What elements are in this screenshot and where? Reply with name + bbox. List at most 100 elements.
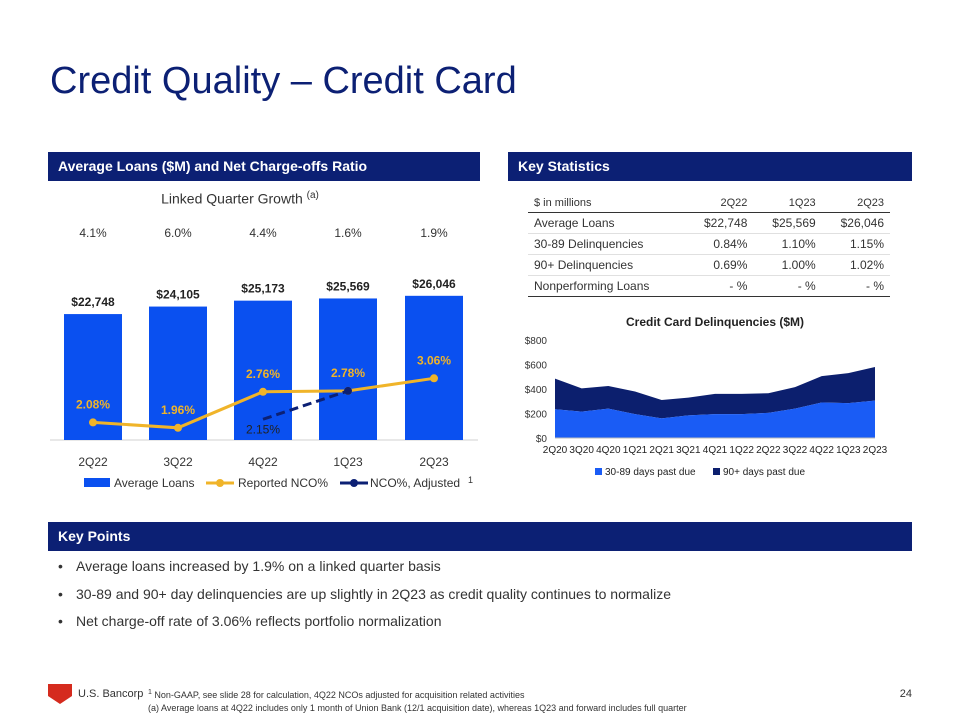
table-row: 30-89 Delinquencies 0.84% 1.10% 1.15% — [528, 233, 890, 255]
key-stats-table: $ in millions 2Q22 1Q23 2Q23 Average Loans $… — [528, 194, 890, 297]
x-tick-label: 4Q20 — [596, 445, 621, 456]
left-section-header: Average Loans ($M) and Net Charge-offs R… — [48, 152, 480, 181]
loans-nco-chart: $22,748 2Q22 $24,105 3Q22 $25,173 4Q22 $25,569… — [50, 277, 478, 490]
stats-column-header: $ in millions — [528, 194, 686, 213]
table-row: 90+ Delinquencies 0.69% 1.00% 1.02% — [528, 254, 890, 276]
x-tick-label: 1Q22 — [729, 445, 754, 456]
key-stats-header-row: $ in millions 2Q22 1Q23 2Q23 — [528, 194, 890, 213]
y-tick-label: $600 — [525, 361, 548, 372]
key-point-text: 30-89 and 90+ day delinquencies are up s… — [76, 586, 671, 602]
reported-nco-label: 2.08% — [76, 397, 110, 411]
table-cell: $25,569 — [753, 212, 822, 234]
stats-column-header: 2Q22 — [685, 194, 754, 213]
reported-nco-point — [430, 374, 438, 383]
loans-bar-label: $25,569 — [326, 279, 370, 293]
delinquency-chart-title: Credit Card Delinquencies ($M) — [626, 315, 804, 329]
footnotes: 1 Non-GAAP, see slide 28 for calculation… — [148, 686, 687, 715]
area-30-89 — [555, 400, 875, 438]
loans-bar-label: $26,046 — [412, 277, 456, 291]
table-row: Average Loans $22,748 $25,569 $26,046 — [528, 212, 890, 234]
x-tick-label: 1Q21 — [623, 445, 648, 456]
key-point-1: • Average loans increased by 1.9% on a li… — [58, 558, 441, 574]
stats-column-header: 1Q23 — [753, 194, 822, 213]
x-tick-label: 2Q23 — [419, 455, 449, 469]
table-cell: - % — [685, 275, 754, 297]
x-tick-label: 3Q22 — [163, 455, 193, 469]
legend-label-90-plus: 90+ days past due — [723, 467, 805, 478]
table-cell: 30-89 Delinquencies — [528, 233, 686, 255]
legend-label-adjusted: NCO%, Adjusted — [370, 476, 460, 490]
area-90-plus — [555, 366, 875, 419]
legend-label-30-89: 30-89 days past due — [605, 467, 696, 478]
table-cell: 1.02% — [821, 254, 890, 276]
table-row: Nonperforming Loans - % - % - % — [528, 275, 890, 297]
legend-swatch-90-plus — [713, 468, 720, 475]
table-cell: Nonperforming Loans — [528, 275, 686, 297]
growth-value: 4.1% — [79, 226, 107, 240]
loans-bar-label: $25,173 — [241, 282, 285, 296]
table-cell: $22,748 — [685, 212, 754, 234]
reported-nco-point — [89, 418, 97, 427]
table-cell: 1.10% — [753, 233, 822, 255]
x-tick-label: 2Q21 — [649, 445, 674, 456]
x-tick-label: 3Q20 — [569, 445, 594, 456]
growth-value: 1.9% — [420, 226, 448, 240]
reported-nco-label: 2.76% — [246, 367, 280, 381]
x-tick-label: 3Q21 — [676, 445, 701, 456]
footnote-text: Non-GAAP, see slide 28 for calculation, … — [154, 690, 525, 700]
y-tick-label: $400 — [525, 385, 548, 396]
x-tick-label: 2Q23 — [863, 445, 888, 456]
loans-bar — [149, 306, 207, 440]
table-cell: - % — [753, 275, 822, 297]
page-number: 24 — [899, 688, 912, 700]
key-point-text: Average loans increased by 1.9% on a lin… — [76, 558, 441, 574]
footnote-1: 1 Non-GAAP, see slide 28 for calculation… — [148, 686, 687, 702]
legend-marker-adjusted — [350, 479, 358, 487]
growth-value: 6.0% — [164, 226, 192, 240]
table-cell: 1.15% — [821, 233, 890, 255]
legend-label-nco: Reported NCO% — [238, 476, 328, 490]
table-cell: - % — [821, 275, 890, 297]
shield-icon — [48, 684, 72, 704]
table-cell: 0.84% — [685, 233, 754, 255]
adjusted-nco-point — [344, 386, 352, 395]
brand-logo: U.S. Bancorp — [48, 684, 143, 704]
x-tick-label: 1Q23 — [333, 455, 363, 469]
table-cell: Average Loans — [528, 212, 686, 234]
table-cell: $26,046 — [821, 212, 890, 234]
brand-name: U.S. Bancorp — [78, 688, 144, 700]
x-tick-label: 2Q22 — [756, 445, 781, 456]
key-points-header: Key Points — [48, 522, 912, 551]
legend-marker-nco — [216, 479, 224, 487]
x-tick-label: 4Q21 — [703, 445, 728, 456]
x-tick-label: 1Q23 — [836, 445, 861, 456]
loans-bar — [405, 295, 463, 440]
stats-column-header: 2Q23 — [821, 194, 890, 213]
table-cell: 1.00% — [753, 254, 822, 276]
legend-swatch-loans — [84, 478, 110, 487]
x-tick-label: 4Q22 — [248, 455, 278, 469]
table-cell: 90+ Delinquencies — [528, 254, 686, 276]
reported-nco-label: 2.78% — [331, 366, 365, 380]
x-tick-label: 2Q22 — [78, 455, 108, 469]
reported-nco-label: 1.96% — [161, 403, 195, 417]
growth-value: 4.4% — [249, 226, 277, 240]
reported-nco-label: 3.06% — [417, 353, 451, 367]
x-tick-label: 4Q22 — [809, 445, 834, 456]
footnote-sup: 1 — [148, 689, 152, 696]
delinquency-chart: Credit Card Delinquencies ($M) $0 $200 $400… — [525, 315, 888, 478]
x-tick-label: 2Q20 — [543, 445, 568, 456]
key-point-2: • 30-89 and 90+ day delinquencies are up … — [58, 586, 671, 602]
loans-bar-label: $22,748 — [71, 295, 115, 309]
x-tick-label: 3Q22 — [783, 445, 808, 456]
linked-quarter-sup: (a) — [306, 190, 319, 201]
footnote-2: (a) Average loans at 4Q22 includes only … — [148, 703, 687, 713]
adjusted-nco-label: 2.15% — [246, 422, 280, 436]
reported-nco-point — [174, 423, 182, 432]
reported-nco-point — [259, 387, 267, 396]
key-statistics-header: Key Statistics — [508, 152, 912, 181]
y-tick-label: $800 — [525, 336, 548, 347]
key-point-3: • Net charge-off rate of 3.06% reflects p… — [58, 613, 442, 629]
adjusted-nco-line — [262, 389, 349, 421]
legend-label-loans: Average Loans — [114, 476, 195, 490]
